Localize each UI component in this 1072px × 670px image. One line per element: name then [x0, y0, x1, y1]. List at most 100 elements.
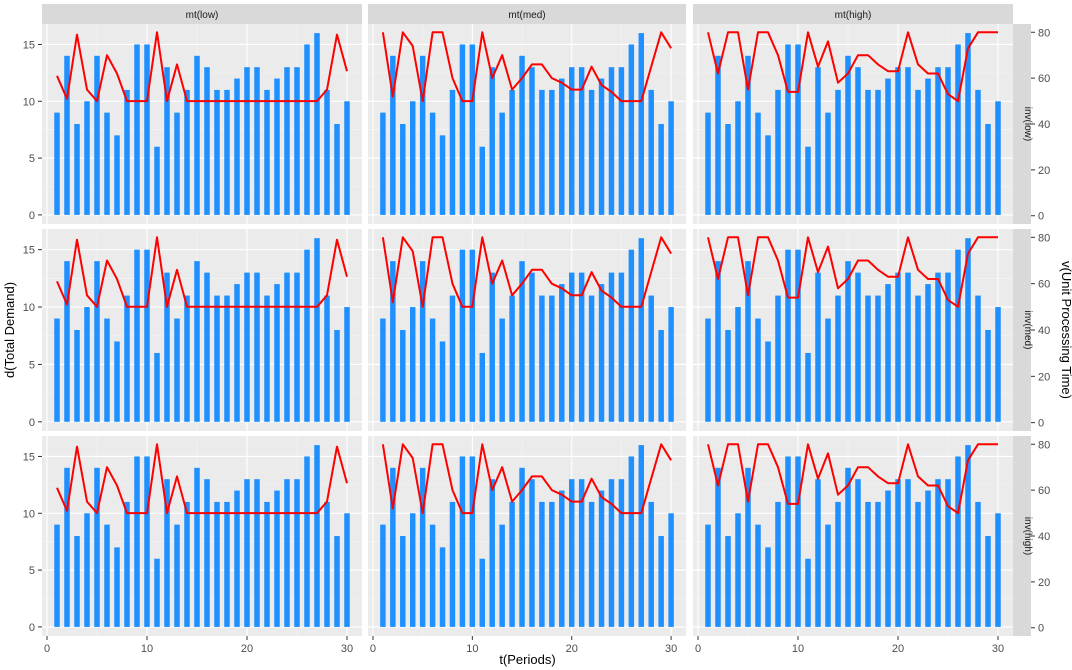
demand-bar: [469, 249, 476, 422]
demand-bar: [715, 55, 721, 215]
demand-bar: [469, 456, 476, 627]
y-tick-label: 10: [23, 96, 35, 108]
demand-bar: [174, 524, 180, 627]
y2-tick-label: 60: [1038, 73, 1050, 85]
demand-bar: [618, 272, 625, 422]
y2-tick-label: 40: [1038, 325, 1050, 337]
y2-tick-label: 0: [1038, 623, 1044, 635]
demand-bar: [104, 318, 110, 422]
demand-bar: [755, 318, 761, 422]
demand-bar: [274, 490, 280, 627]
x-tick-label: 20: [241, 643, 253, 655]
demand-bar: [785, 456, 791, 627]
demand-bar: [825, 524, 831, 627]
demand-bar: [835, 295, 841, 422]
demand-bar: [244, 272, 250, 422]
demand-bar: [845, 261, 851, 422]
demand-bar: [668, 307, 674, 422]
demand-bar: [588, 89, 595, 215]
demand-bar: [74, 330, 80, 422]
column-strip: [368, 4, 686, 24]
panel-background: [368, 436, 686, 636]
demand-bar: [204, 67, 210, 215]
demand-bar: [618, 67, 625, 215]
demand-bar: [915, 501, 921, 627]
demand-bar: [885, 490, 891, 627]
demand-bar: [935, 479, 941, 627]
demand-bar: [765, 341, 771, 422]
demand-bar: [638, 238, 645, 422]
demand-bar: [975, 295, 981, 422]
demand-bar: [559, 490, 565, 627]
demand-bar: [244, 479, 250, 627]
demand-bar: [658, 330, 664, 422]
demand-bar: [194, 55, 200, 215]
demand-bar: [805, 558, 811, 627]
demand-bar: [775, 89, 781, 215]
demand-bar: [905, 479, 911, 627]
panel: 0 5 10 15: [23, 24, 362, 224]
y2-tick-label: 40: [1038, 119, 1050, 131]
row-strip: [1013, 436, 1031, 636]
demand-bar: [134, 249, 140, 422]
demand-bar: [965, 33, 971, 215]
demand-bar: [628, 456, 635, 627]
demand-bar: [835, 89, 841, 215]
demand-bar: [995, 101, 1001, 215]
demand-bar: [935, 67, 941, 215]
demand-bar: [965, 238, 971, 422]
demand-bar: [705, 318, 711, 422]
demand-bar: [214, 501, 220, 627]
demand-bar: [294, 67, 300, 215]
demand-bar: [519, 467, 525, 627]
row-strip-label: inv(low): [1022, 107, 1033, 141]
y2-tick-label: 80: [1038, 439, 1050, 451]
demand-bar: [658, 124, 664, 215]
demand-bar: [459, 44, 466, 215]
demand-bar: [499, 112, 505, 215]
demand-bar: [725, 124, 731, 215]
processing-time-line: [56, 443, 348, 515]
demand-bar: [390, 261, 396, 422]
demand-bar: [955, 456, 961, 627]
processing-time-line: [56, 236, 348, 308]
demand-bar: [549, 89, 555, 215]
demand-bar: [104, 524, 110, 627]
demand-bar: [845, 55, 851, 215]
demand-bar: [244, 67, 250, 215]
demand-bar: [895, 272, 901, 422]
demand-bar: [945, 67, 951, 215]
demand-bar: [324, 89, 330, 215]
demand-bar: [955, 249, 961, 422]
y2-axis-title: v(Unit Processing Time): [1059, 261, 1072, 399]
demand-bar: [84, 307, 90, 422]
demand-bar: [755, 112, 761, 215]
demand-bar: [304, 44, 310, 215]
demand-bar: [114, 341, 120, 422]
processing-time-line: [707, 443, 998, 515]
demand-bar: [134, 456, 140, 627]
demand-bar: [658, 536, 664, 627]
y-tick-label: 10: [23, 508, 35, 520]
y-tick-label: 15: [23, 39, 35, 51]
processing-time-line: [381, 31, 672, 103]
demand-bar: [895, 479, 901, 627]
demand-bar: [214, 295, 220, 422]
demand-bar: [144, 249, 150, 422]
demand-bar: [334, 330, 340, 422]
demand-bar: [334, 536, 340, 627]
demand-bar: [439, 135, 446, 215]
demand-bar: [400, 330, 406, 422]
panel-background: [42, 229, 362, 431]
demand-bar: [400, 536, 406, 627]
demand-bar: [865, 501, 871, 627]
demand-bar: [224, 501, 230, 627]
panel: 0 5 10 15 0 10 20 30: [23, 436, 362, 655]
demand-bar: [529, 67, 535, 215]
demand-bar: [184, 295, 190, 422]
demand-bar: [154, 146, 160, 215]
demand-bar: [559, 284, 565, 422]
demand-bar: [54, 524, 60, 627]
demand-bar: [925, 78, 931, 215]
demand-bar: [915, 295, 921, 422]
